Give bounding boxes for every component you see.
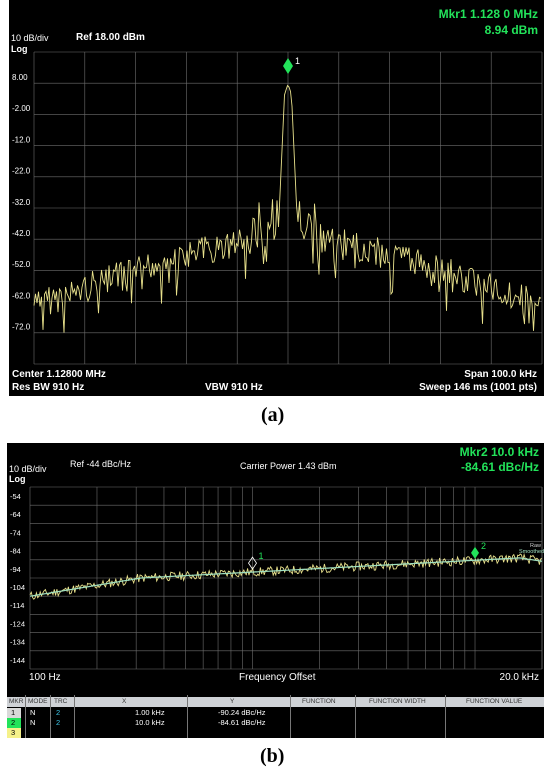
table-divider <box>445 695 446 738</box>
y-tick-label: -74 <box>10 528 21 537</box>
header-function-value: FUNCTION VALUE <box>466 698 523 705</box>
marker1-diamond <box>248 556 257 570</box>
y-tick-label: -64 <box>10 510 21 519</box>
y-tick-label: -72.0 <box>12 323 31 332</box>
table-divider <box>355 695 356 738</box>
marker-table-header: MKR MODE TRC X Y FUNCTION FUNCTION WIDTH… <box>7 697 544 707</box>
y-tick-label: -52.0 <box>12 260 31 269</box>
marker1-readout-amplitude: 8.94 dBm <box>484 23 538 37</box>
marker-table: MKR MODE TRC X Y FUNCTION FUNCTION WIDTH… <box>7 695 544 738</box>
smoothed-trace <box>29 557 543 597</box>
legend-raw: Raw <box>530 543 541 549</box>
y-tick-label: -2.00 <box>12 104 31 113</box>
caption-a: (a) <box>261 404 285 426</box>
scale-type-label: Log <box>11 44 28 54</box>
y-tick-label: -144 <box>10 656 25 665</box>
reference-level-label: Ref 18.00 dBm <box>76 32 145 43</box>
row-mode: N <box>30 718 36 727</box>
header-function: FUNCTION <box>302 698 336 705</box>
y-tick-label: -114 <box>10 601 24 610</box>
table-divider <box>290 695 291 738</box>
marker1-diamond <box>283 58 293 74</box>
row-y: -90.24 dBc/Hz <box>218 708 266 717</box>
y-tick-label: -134 <box>10 638 25 647</box>
span-label: Span 100.0 kHz <box>464 369 537 380</box>
table-divider <box>187 695 188 738</box>
y-tick-label: -104 <box>10 583 25 592</box>
table-divider <box>25 695 26 738</box>
marker-table-row[interactable]: 2 N 2 10.0 kHz -84.61 dBc/Hz <box>7 718 544 728</box>
header-y: Y <box>230 698 235 705</box>
header-mode: MODE <box>28 698 48 705</box>
sweep-label: Sweep 146 ms (1001 pts) <box>419 382 537 393</box>
row-x: 1.00 kHz <box>135 708 165 717</box>
row-mkr: 2 <box>7 718 21 728</box>
marker1-label: 1 <box>295 56 300 66</box>
row-mode: N <box>30 708 36 717</box>
marker1-label: 1 <box>259 551 264 561</box>
y-tick-label: -84 <box>10 547 21 556</box>
x-axis-stop-label: 20.0 kHz <box>499 672 539 683</box>
marker2-diamond <box>471 546 480 559</box>
x-axis-start-label: 100 Hz <box>29 672 61 683</box>
row-x: 10.0 kHz <box>135 718 165 727</box>
legend-smoothed: Smoothed <box>519 549 544 555</box>
caption-b: (b) <box>260 745 285 767</box>
reference-level-label-b: Ref -44 dBc/Hz <box>70 459 132 469</box>
y-tick-label: -12.0 <box>12 135 31 144</box>
row-mkr: 3 <box>7 728 21 738</box>
marker2-readout-noise: -84.61 dBc/Hz <box>460 460 539 474</box>
resolution-bandwidth-label: Res BW 910 Hz <box>12 382 85 393</box>
y-tick-label: 8.00 <box>12 73 28 82</box>
y-tick-label: -62.0 <box>12 291 31 300</box>
marker2-label: 2 <box>481 541 486 551</box>
row-trc: 2 <box>56 708 61 717</box>
phase-noise-panel-b: Mkr2 10.0 kHz -84.61 dBc/Hz 10 dB/div Lo… <box>7 443 544 738</box>
y-tick-label: -94 <box>10 565 21 574</box>
y-tick-label: -32.0 <box>12 198 31 207</box>
header-trc: TRC <box>54 698 68 705</box>
row-mkr: 1 <box>7 708 21 718</box>
spectrum-trace <box>33 84 542 333</box>
marker1-readout-frequency: Mkr1 1.128 0 MHz <box>438 7 538 21</box>
carrier-power-label: Carrier Power 1.43 dBm <box>240 461 337 471</box>
center-frequency-label: Center 1.12800 MHz <box>12 369 106 380</box>
y-tick-label: -42.0 <box>12 229 31 238</box>
marker-table-row[interactable]: 3 <box>7 728 544 738</box>
phase-noise-plot-b: -54 -64 -74 -84 -94 -104 -114 -124 -134 -144 1 2 Raw… <box>10 486 544 670</box>
video-bandwidth-label: VBW 910 Hz <box>205 382 263 393</box>
y-tick-label: -124 <box>10 619 25 628</box>
y-tick-label: -22.0 <box>12 167 31 176</box>
spectrum-panel-a: Mkr1 1.128 0 MHz 8.94 dBm 10 dB/div Log … <box>9 0 544 396</box>
scale-label: 10 dB/div <box>11 33 49 43</box>
row-trc: 2 <box>56 718 61 727</box>
y-tick-label: -54 <box>10 492 21 501</box>
x-axis-title: Frequency Offset <box>239 672 316 683</box>
scale-label-b: 10 dB/div <box>9 464 47 474</box>
spectrum-plot-a: 8.00 -2.00 -12.0 -22.0 -32.0 -42.0 -52.0 -62.0 -… <box>12 51 543 365</box>
scale-type-label-b: Log <box>9 474 26 484</box>
marker2-readout-offset: Mkr2 10.0 kHz <box>459 445 539 459</box>
marker-table-row[interactable]: 1 N 2 1.00 kHz -90.24 dBc/Hz <box>7 708 544 718</box>
row-y: -84.61 dBc/Hz <box>218 718 266 727</box>
header-function-width: FUNCTION WIDTH <box>369 698 426 705</box>
table-divider <box>50 695 51 738</box>
header-x: X <box>122 698 127 705</box>
table-divider <box>74 695 75 738</box>
header-mkr: MKR <box>9 698 24 705</box>
